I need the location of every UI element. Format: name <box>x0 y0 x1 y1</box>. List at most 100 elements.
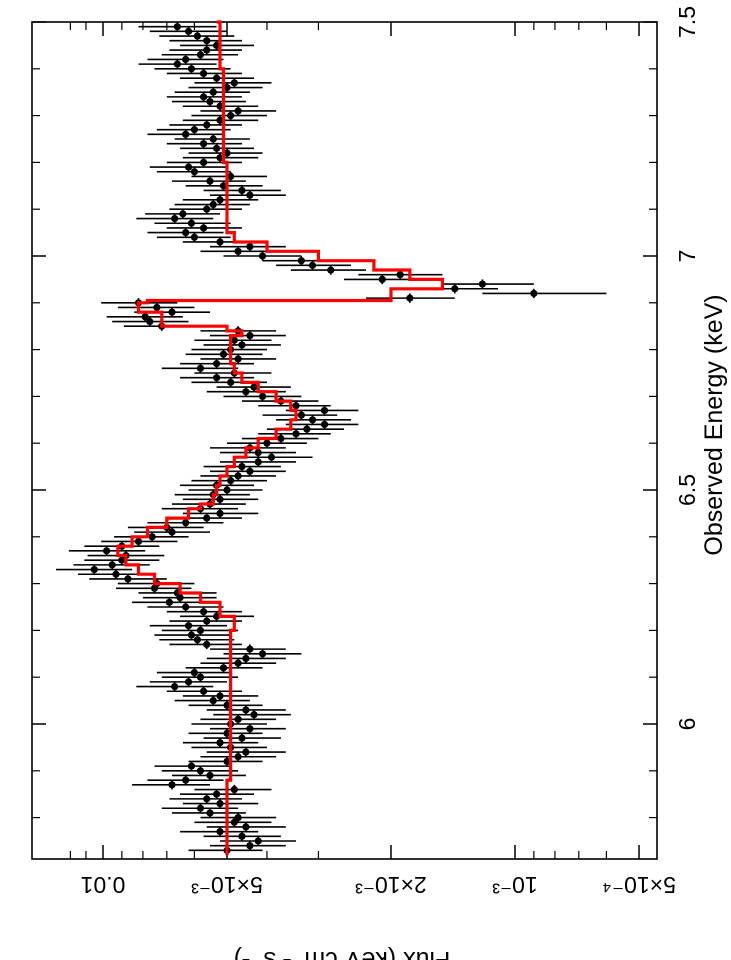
data-point <box>194 817 272 827</box>
data-marker <box>199 687 208 695</box>
data-point <box>166 92 242 102</box>
data-point <box>172 808 246 818</box>
data-point <box>161 363 239 373</box>
data-marker <box>203 46 211 54</box>
data-point <box>200 471 277 481</box>
data-point <box>258 401 331 411</box>
data-marker <box>277 434 285 443</box>
data-point <box>166 223 242 233</box>
data-point <box>180 143 255 154</box>
data-marker <box>206 771 214 780</box>
data-marker <box>246 191 254 199</box>
data-marker <box>223 701 231 709</box>
x-tick-label: 7 <box>674 250 700 263</box>
data-marker <box>234 355 242 363</box>
data-point <box>149 677 228 687</box>
data-marker <box>292 430 300 438</box>
data-point <box>220 457 297 467</box>
model-curve-layer <box>116 20 445 855</box>
data-marker <box>223 149 231 157</box>
data-marker <box>223 83 231 92</box>
data-marker <box>209 88 217 96</box>
data-point <box>112 316 189 327</box>
data-point <box>182 153 259 163</box>
data-marker <box>212 360 221 368</box>
data-marker <box>153 303 161 312</box>
data-point <box>209 841 286 851</box>
data-marker <box>234 814 242 822</box>
data-point <box>154 630 231 640</box>
data-marker <box>209 697 217 705</box>
data-marker <box>451 285 459 293</box>
data-marker <box>196 364 205 372</box>
data-point <box>482 288 607 299</box>
data-marker <box>199 158 208 166</box>
data-point <box>56 564 133 575</box>
data-point <box>200 812 277 823</box>
data-marker <box>234 659 242 667</box>
data-point <box>188 756 263 767</box>
data-marker <box>227 112 235 120</box>
data-marker <box>203 617 211 625</box>
data-point <box>209 644 286 654</box>
data-marker <box>216 116 224 124</box>
data-marker <box>146 317 154 326</box>
data-marker <box>234 472 242 480</box>
data-marker <box>209 135 217 143</box>
data-marker <box>196 51 205 59</box>
data-point <box>209 190 286 200</box>
data-point <box>206 653 286 664</box>
data-point <box>114 532 189 542</box>
data-point <box>344 274 421 285</box>
data-marker <box>196 626 205 635</box>
data-marker <box>216 799 224 808</box>
plot-frame <box>31 21 658 860</box>
data-point <box>174 87 250 97</box>
data-point <box>149 162 228 172</box>
data-point <box>154 218 231 228</box>
data-marker <box>227 172 235 181</box>
data-marker <box>216 692 224 700</box>
data-point <box>182 691 259 701</box>
data-point <box>68 546 146 556</box>
data-marker <box>199 140 208 148</box>
data-point <box>188 82 263 93</box>
data-marker <box>238 341 246 349</box>
data-marker <box>242 823 250 831</box>
data-marker <box>193 636 202 644</box>
data-marker <box>263 439 271 447</box>
y-tick-label: 2×10⁻³ <box>355 872 427 898</box>
data-marker <box>238 734 246 742</box>
data-marker <box>118 556 126 564</box>
data-point <box>365 293 455 303</box>
data-point <box>180 611 255 622</box>
data-point <box>185 663 263 673</box>
data-marker <box>216 238 224 246</box>
data-marker <box>267 453 276 461</box>
data-marker <box>246 243 254 251</box>
data-point <box>147 775 224 785</box>
data-point <box>136 681 214 692</box>
data-point <box>172 770 246 781</box>
x-tick-label: 6.5 <box>674 474 700 506</box>
data-point <box>206 822 286 832</box>
data-marker <box>327 266 335 274</box>
data-marker <box>212 144 221 152</box>
data-point <box>154 761 231 771</box>
data-marker <box>292 402 300 410</box>
data-marker <box>206 809 214 817</box>
data-point <box>194 784 272 795</box>
data-point <box>147 129 224 139</box>
y-tick-label: 5×10⁻³ <box>191 872 263 898</box>
data-marker <box>190 668 199 677</box>
labels-layer: Observed Energy (keV) Flux (keV cm⁻² s⁻¹… <box>234 294 728 960</box>
data-point <box>166 68 242 79</box>
data-marker <box>212 612 221 620</box>
data-point <box>147 54 224 65</box>
data-marker <box>227 378 235 386</box>
data-point <box>174 199 250 210</box>
data-marker <box>308 416 317 424</box>
data-point <box>156 667 231 678</box>
data-marker <box>219 182 228 190</box>
data-marker <box>184 27 193 35</box>
